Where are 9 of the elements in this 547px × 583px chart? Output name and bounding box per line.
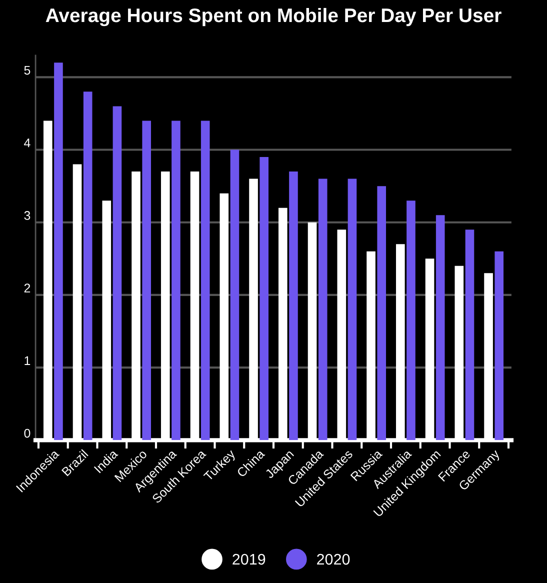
y-tick-label: 0 (24, 428, 30, 438)
legend-label: 2020 (317, 554, 350, 565)
y-tick-label: 5 (24, 66, 30, 75)
y-tick-label: 2 (24, 284, 30, 292)
y-tick-label: 1 (24, 356, 30, 365)
legend-label: 2019 (232, 554, 266, 565)
y-tick-label: 4 (24, 138, 30, 148)
chart-title: Average Hours Spent on Mobile Per Day Per User (46, 8, 502, 26)
y-tick-label: 3 (24, 211, 30, 220)
